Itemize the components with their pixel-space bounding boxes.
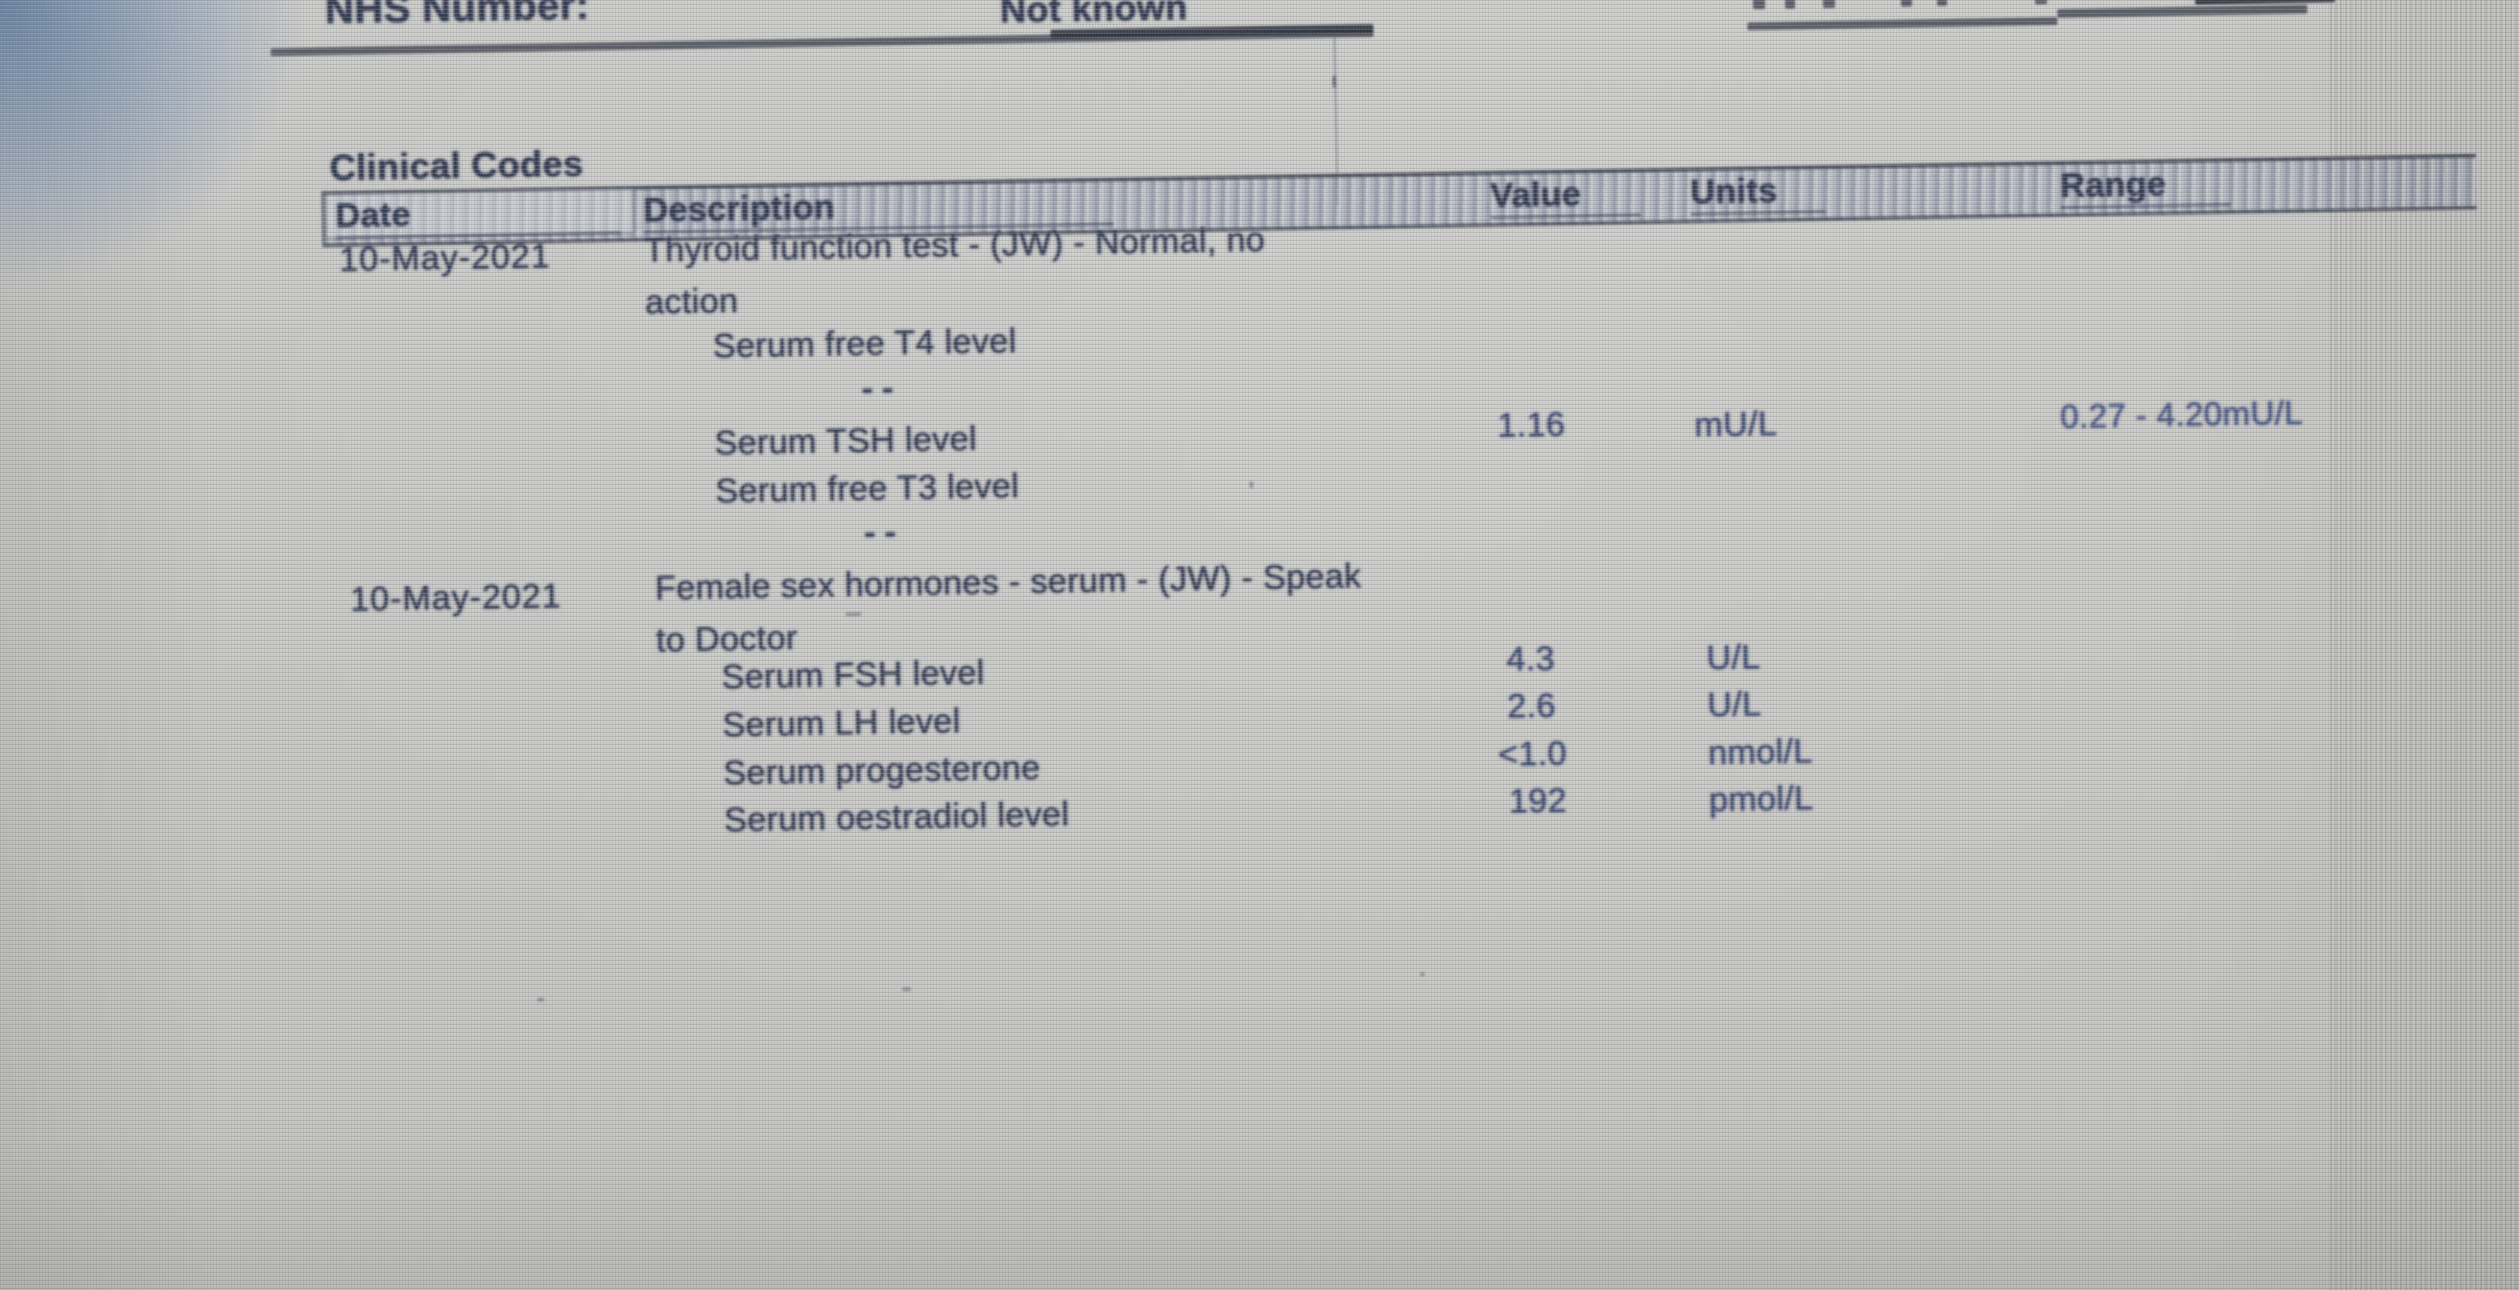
test-units: pmol/L [1708, 779, 1814, 820]
column-header-range: Range [2059, 164, 2231, 210]
cropped-glyph-fragment [1822, 0, 1836, 9]
top-right-underline-2 [2057, 4, 2308, 19]
test-units: mU/L [1694, 404, 1778, 445]
stray-mark [1249, 481, 1254, 489]
entry-summary-line2: action [644, 282, 739, 322]
column-header-units: Units [1689, 171, 1826, 216]
nhs-number-label: NHS Number: [324, 0, 590, 33]
cropped-text-fragment [2194, 0, 2336, 5]
test-value: 2.6 [1506, 686, 1557, 726]
top-right-underline-1 [1747, 17, 2058, 31]
entry-summary-line2: to Doctor [655, 619, 798, 660]
column-header-value: Value [1490, 174, 1641, 220]
cropped-glyph-fragment [1936, 0, 1948, 7]
stray-mark [902, 987, 912, 992]
column-rule-tick [1332, 75, 1337, 88]
stray-mark [1419, 972, 1425, 977]
cropped-glyph-fragment [2034, 0, 2048, 5]
test-value: 1.16 [1497, 405, 1566, 445]
test-name: Serum LH level [722, 702, 961, 745]
cropped-glyph-fragment [1784, 0, 1796, 9]
section-title: Clinical Codes [329, 142, 584, 189]
test-value: 192 [1508, 781, 1568, 821]
test-value: <1.0 [1497, 734, 1568, 774]
entry-summary-line1: Female sex hormones - serum - (JW) - Spe… [654, 557, 1362, 608]
test-value: 4.3 [1506, 639, 1556, 679]
test-units: U/L [1706, 638, 1761, 678]
test-name: Serum oestradiol level [723, 795, 1070, 840]
cropped-glyph-fragment [1752, 0, 1766, 10]
entry-date: 10-May-2021 [349, 577, 562, 619]
test-empty-result: -- [863, 513, 906, 552]
cropped-glyph-fragment [1900, 0, 1913, 7]
test-name: Serum free T3 level [715, 467, 1020, 511]
stray-mark [537, 997, 545, 1002]
test-name: Serum FSH level [721, 653, 985, 697]
stray-mark [845, 611, 862, 617]
test-range: 0.27 - 4.20mU/L [2059, 393, 2304, 436]
test-units: nmol/L [1707, 732, 1813, 773]
test-units: U/L [1706, 685, 1762, 725]
nhs-number-value: Not known [999, 0, 1188, 31]
entry-date: 10-May-2021 [338, 237, 551, 280]
test-empty-result: -- [861, 369, 903, 408]
test-name: Serum TSH level [714, 419, 978, 463]
column-header-date: Date [335, 192, 621, 240]
test-name: Serum progesterone [722, 748, 1041, 793]
test-name: Serum free T4 level [712, 322, 1017, 366]
